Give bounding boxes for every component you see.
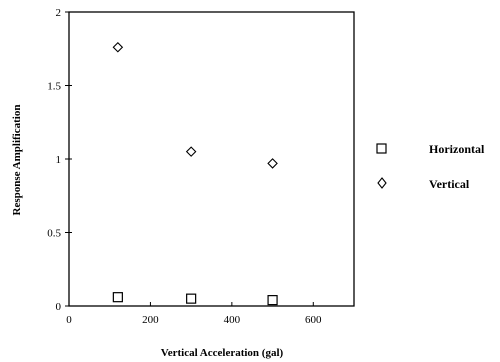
y-tick-label: 0.5: [47, 228, 61, 240]
data-point-vertical: [112, 42, 124, 53]
data-point-horizontal: [112, 292, 123, 303]
y-tick-label: 0: [56, 301, 62, 313]
y-tick-label: 2: [56, 7, 62, 19]
data-points: [112, 42, 278, 306]
data-point-vertical: [185, 146, 197, 157]
x-tick-label: 0: [66, 314, 72, 326]
data-point-horizontal: [186, 293, 197, 304]
data-point-vertical: [267, 158, 278, 169]
data-point-horizontal: [267, 295, 278, 306]
legend-marker-vertical: [377, 177, 387, 189]
legend-marker-horizontal: [376, 143, 387, 154]
x-tick-label: 600: [305, 314, 322, 326]
x-axis-title: Vertical Acceleration (gal): [161, 347, 284, 359]
x-tick-label: 400: [224, 314, 241, 326]
legend-label-vertical: Vertical: [429, 177, 470, 191]
axis-ticks: 0 200 400 600 0 0.5 1 1.5 2: [47, 7, 322, 326]
plot-frame: [68, 11, 355, 307]
legend-label-horizontal: Horizontal: [429, 142, 485, 156]
y-tick-label: 1: [56, 154, 62, 166]
x-tick-label: 200: [142, 314, 159, 326]
legend: Horizontal Vertical: [376, 142, 485, 191]
y-axis-title: Response Amplification: [11, 105, 23, 216]
y-tick-label: 1.5: [47, 81, 61, 93]
